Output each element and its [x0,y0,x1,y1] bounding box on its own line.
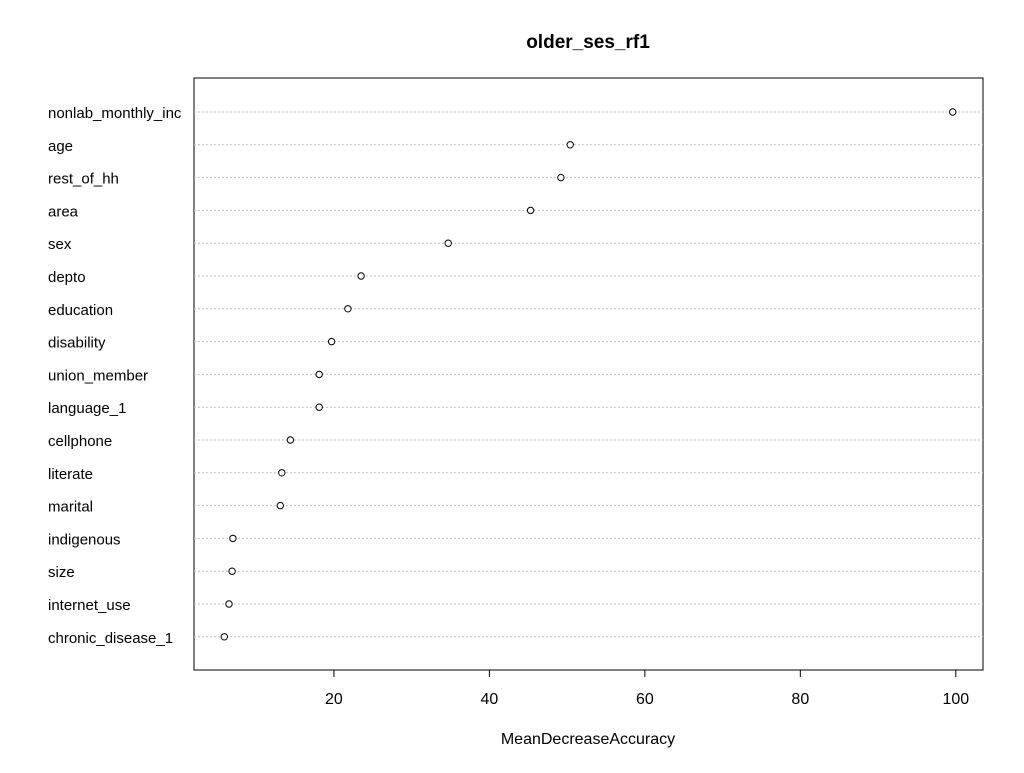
data-point-rest-of-hh [557,173,565,182]
category-label: rest_of_hh [48,171,119,188]
data-point-nonlab-monthly-inc [949,108,957,116]
x-axis-label: MeanDecreaseAccuracy [501,731,675,748]
category-label: age [48,138,73,155]
category-label: disability [48,335,106,352]
category-label: size [48,564,75,581]
data-point-internet-use [225,600,233,608]
data-point-indigenous [229,534,237,543]
grid-lines [194,111,983,638]
x-tick-label: 80 [791,691,809,708]
category-label: language_1 [48,400,126,417]
data-point-age [566,141,574,149]
plot-frame [193,77,984,671]
x-tick-label: 60 [636,691,654,708]
category-label: indigenous [48,531,121,548]
data-point-area [526,206,535,215]
category-label: union_member [48,367,148,384]
chart-title: older_ses_rf1 [526,32,650,53]
data-point-size [228,567,236,575]
category-label: sex [48,236,72,253]
category-label: nonlab_monthly_inc [48,105,182,122]
category-label: area [48,203,79,220]
category-label: literate [48,466,93,483]
data-point-language-1 [315,403,323,411]
data-point-education [344,305,352,313]
data-point-depto [357,272,365,280]
data-point-sex [444,239,452,247]
data-point-union-member [315,370,323,379]
category-label: cellphone [48,433,112,450]
data-point-literate [278,469,286,477]
x-tick-label: 20 [325,691,343,708]
category-label: depto [48,269,86,286]
data-point-marital [276,501,284,510]
data-point-chronic-disease-1 [220,633,229,641]
category-label: chronic_disease_1 [48,630,173,647]
category-label: marital [48,499,93,516]
category-label: internet_use [48,597,131,614]
x-tick-label: 100 [942,691,969,708]
data-point-cellphone [286,436,295,444]
data-points [220,108,957,641]
x-tick-label: 40 [480,691,498,708]
x-axis: 20 40 60 80 100 [325,669,969,708]
data-point-disability [327,337,336,346]
category-label: education [48,302,113,319]
